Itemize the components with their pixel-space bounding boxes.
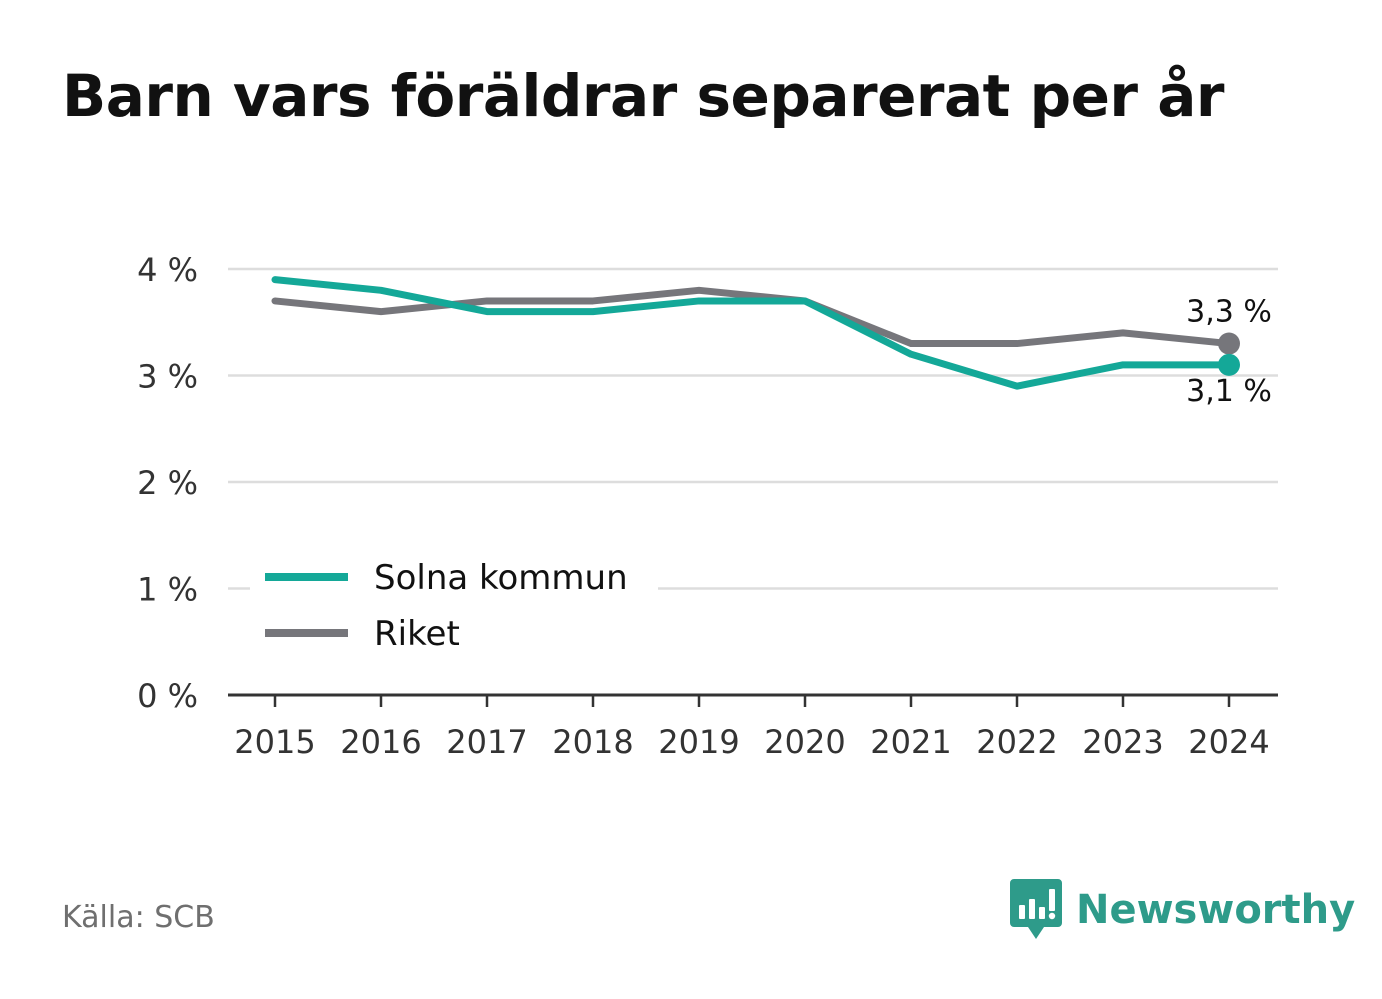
end-value-label: 3,1 % xyxy=(1186,374,1272,409)
end-value-label: 3,3 % xyxy=(1186,295,1272,330)
y-tick-label: 2 % xyxy=(137,464,198,502)
x-tick-label: 2015 xyxy=(234,723,315,761)
end-marker xyxy=(1218,332,1240,355)
x-tick-label: 2021 xyxy=(870,723,951,761)
series-line xyxy=(271,276,1233,390)
source-note: Källa: SCB xyxy=(62,900,215,935)
y-tick-label: 3 % xyxy=(137,358,198,396)
y-tick-label: 0 % xyxy=(137,677,198,715)
x-tick-label: 2017 xyxy=(446,723,527,761)
brand-name: Newsworthy xyxy=(1076,887,1356,933)
x-tick-label: 2016 xyxy=(340,723,421,761)
end-marker xyxy=(1218,353,1240,376)
brand: Newsworthy xyxy=(1010,878,1355,942)
x-tick-label: 2022 xyxy=(976,723,1057,761)
newsworthy-logo-icon xyxy=(1010,879,1062,939)
x-tick-label: 2018 xyxy=(552,723,633,761)
legend-label: Riket xyxy=(374,614,460,654)
x-axis: 2015 2016 2017 2018 2019 2020 2021 2022 2023 2024 xyxy=(228,693,1278,761)
end-markers: 3,3 % 3,1 % xyxy=(1186,295,1272,409)
legend-background xyxy=(250,548,658,666)
x-tick-label: 2020 xyxy=(764,723,845,761)
x-tick-label: 2023 xyxy=(1082,723,1163,761)
gridlines xyxy=(228,267,1278,590)
x-tick-label: 2024 xyxy=(1188,723,1269,761)
y-axis-tick-labels: 0 % 1 % 2 % 3 % 4 % xyxy=(137,251,198,715)
y-tick-label: 1 % xyxy=(137,571,198,609)
series-line xyxy=(271,286,1233,348)
legend: Solna kommun Riket xyxy=(250,548,658,666)
series-lines xyxy=(271,276,1233,390)
chart-title: Barn vars föräldrar separerat per år xyxy=(62,62,1224,130)
x-tick-label: 2019 xyxy=(658,723,739,761)
y-tick-label: 4 % xyxy=(137,251,198,289)
legend-label: Solna kommun xyxy=(374,558,628,598)
